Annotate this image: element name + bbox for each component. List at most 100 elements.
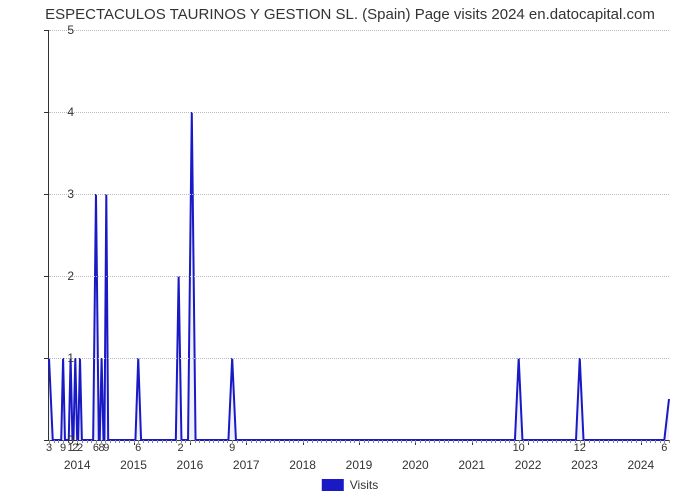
x-minor-tick bbox=[599, 440, 600, 443]
x-minor-tick bbox=[246, 440, 247, 443]
x-minor-tick bbox=[505, 440, 506, 443]
y-tick bbox=[44, 276, 49, 277]
grid-line bbox=[49, 30, 669, 32]
x-minor-tick bbox=[148, 440, 149, 443]
x-value-label: 9 bbox=[103, 442, 109, 454]
x-minor-tick bbox=[378, 440, 379, 443]
x-minor-tick bbox=[415, 440, 416, 443]
x-minor-tick bbox=[336, 440, 337, 443]
x-minor-tick bbox=[129, 440, 130, 443]
x-year-label: 2021 bbox=[458, 458, 485, 472]
y-tick-label: 1 bbox=[54, 351, 74, 365]
x-minor-tick bbox=[608, 440, 609, 443]
x-minor-tick bbox=[195, 440, 196, 443]
x-minor-tick bbox=[406, 440, 407, 443]
x-minor-tick bbox=[603, 440, 604, 443]
x-minor-tick bbox=[669, 440, 670, 443]
x-minor-tick bbox=[453, 440, 454, 443]
x-minor-tick bbox=[655, 440, 656, 443]
x-minor-tick bbox=[556, 440, 557, 443]
x-minor-tick bbox=[631, 440, 632, 443]
y-tick bbox=[44, 112, 49, 113]
y-tick bbox=[44, 194, 49, 195]
x-year-label: 2017 bbox=[233, 458, 260, 472]
x-minor-tick bbox=[350, 440, 351, 443]
x-minor-tick bbox=[486, 440, 487, 443]
x-minor-tick bbox=[242, 440, 243, 443]
x-minor-tick bbox=[617, 440, 618, 443]
x-minor-tick bbox=[284, 440, 285, 443]
x-minor-tick bbox=[481, 440, 482, 443]
y-tick bbox=[44, 358, 49, 359]
y-tick-label: 4 bbox=[54, 105, 74, 119]
legend-label: Visits bbox=[350, 478, 378, 492]
x-minor-tick bbox=[256, 440, 257, 443]
x-minor-tick bbox=[110, 440, 111, 443]
legend-swatch bbox=[322, 479, 344, 491]
x-minor-tick bbox=[491, 440, 492, 443]
x-minor-tick bbox=[345, 440, 346, 443]
x-minor-tick bbox=[613, 440, 614, 443]
y-tick-label: 3 bbox=[54, 187, 74, 201]
x-minor-tick bbox=[636, 440, 637, 443]
x-minor-tick bbox=[495, 440, 496, 443]
x-minor-tick bbox=[260, 440, 261, 443]
x-year-label: 2019 bbox=[346, 458, 373, 472]
x-minor-tick bbox=[472, 440, 473, 443]
x-minor-tick bbox=[448, 440, 449, 443]
x-value-label: 6 bbox=[135, 442, 141, 454]
x-minor-tick bbox=[307, 440, 308, 443]
x-year-label: 2022 bbox=[515, 458, 542, 472]
x-minor-tick bbox=[223, 440, 224, 443]
x-minor-tick bbox=[185, 440, 186, 443]
x-value-label: 12 bbox=[574, 442, 586, 454]
x-minor-tick bbox=[439, 440, 440, 443]
x-minor-tick bbox=[420, 440, 421, 443]
x-minor-tick bbox=[119, 440, 120, 443]
x-year-label: 2018 bbox=[289, 458, 316, 472]
x-minor-tick bbox=[190, 440, 191, 443]
x-minor-tick bbox=[537, 440, 538, 443]
x-minor-tick bbox=[209, 440, 210, 443]
x-minor-tick bbox=[500, 440, 501, 443]
x-minor-tick bbox=[279, 440, 280, 443]
x-minor-tick bbox=[218, 440, 219, 443]
x-minor-tick bbox=[589, 440, 590, 443]
x-minor-tick bbox=[373, 440, 374, 443]
legend: Visits bbox=[322, 478, 378, 492]
grid-line bbox=[49, 358, 669, 360]
line-plot-svg bbox=[49, 30, 669, 440]
chart-container: { "chart": { "type": "line", "title": "E… bbox=[0, 0, 700, 500]
x-minor-tick bbox=[326, 440, 327, 443]
x-minor-tick bbox=[340, 440, 341, 443]
x-minor-tick bbox=[528, 440, 529, 443]
x-value-label: 9 bbox=[229, 442, 235, 454]
x-minor-tick bbox=[387, 440, 388, 443]
x-minor-tick bbox=[594, 440, 595, 443]
grid-line bbox=[49, 112, 669, 114]
x-minor-tick bbox=[434, 440, 435, 443]
x-value-label: 6 bbox=[661, 442, 667, 454]
x-minor-tick bbox=[152, 440, 153, 443]
x-minor-tick bbox=[458, 440, 459, 443]
x-minor-tick bbox=[265, 440, 266, 443]
grid-line bbox=[49, 276, 669, 278]
x-minor-tick bbox=[542, 440, 543, 443]
x-minor-tick bbox=[87, 440, 88, 443]
x-value-label: 2 bbox=[177, 442, 183, 454]
x-year-label: 2015 bbox=[120, 458, 147, 472]
y-tick bbox=[44, 30, 49, 31]
x-minor-tick bbox=[293, 440, 294, 443]
x-minor-tick bbox=[566, 440, 567, 443]
x-year-label: 2023 bbox=[571, 458, 598, 472]
x-minor-tick bbox=[298, 440, 299, 443]
x-minor-tick bbox=[467, 440, 468, 443]
x-year-label: 2020 bbox=[402, 458, 429, 472]
grid-line bbox=[49, 194, 669, 196]
x-minor-tick bbox=[444, 440, 445, 443]
x-minor-tick bbox=[312, 440, 313, 443]
x-minor-tick bbox=[321, 440, 322, 443]
x-minor-tick bbox=[411, 440, 412, 443]
x-minor-tick bbox=[274, 440, 275, 443]
x-minor-tick bbox=[650, 440, 651, 443]
